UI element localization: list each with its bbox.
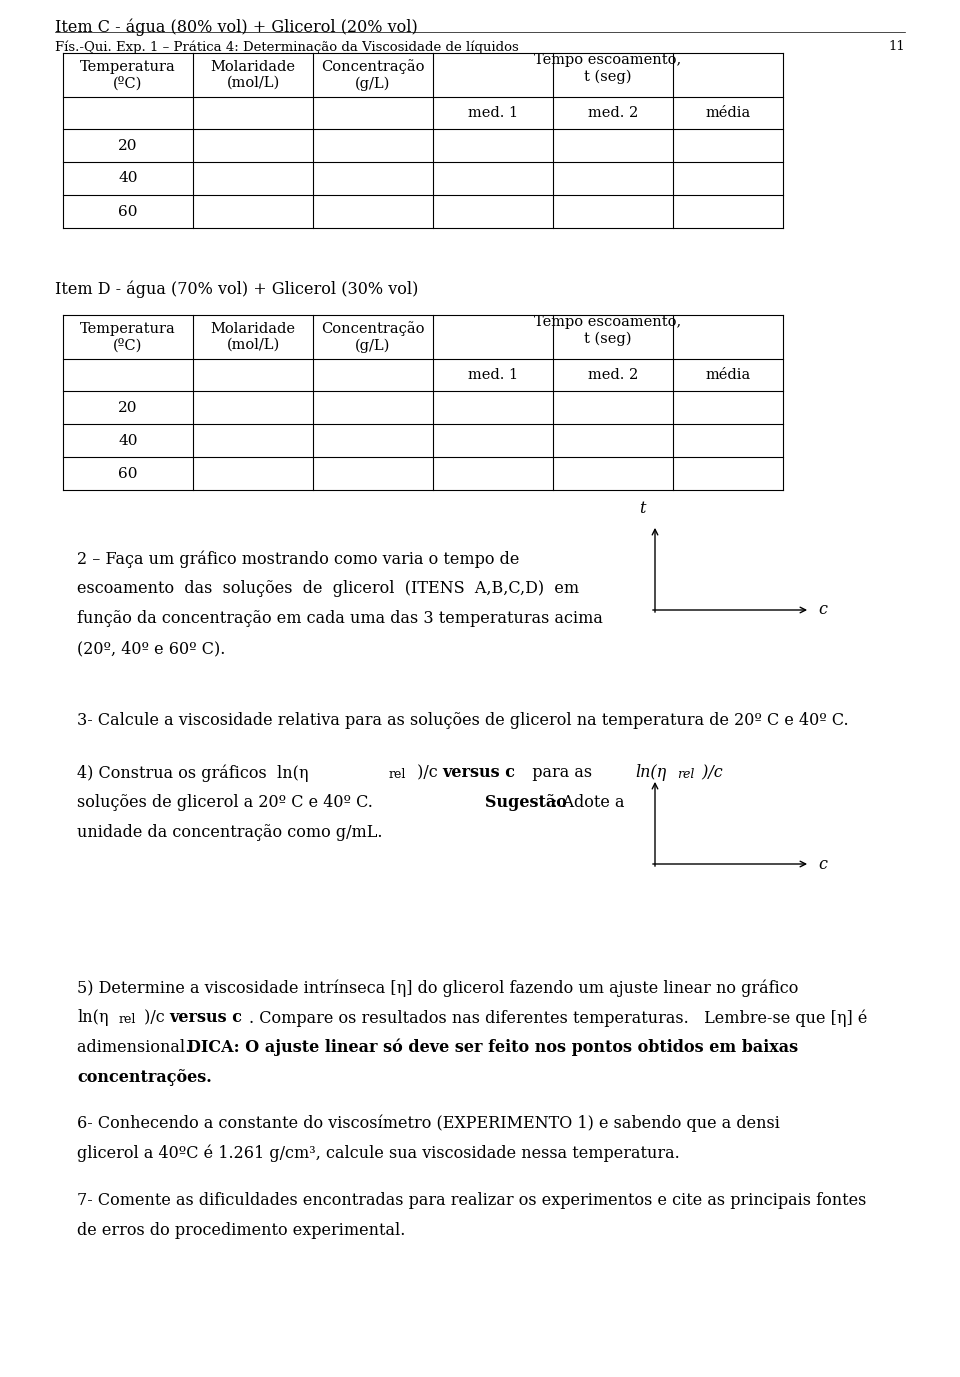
Text: Sugestão: Sugestão: [485, 795, 566, 811]
Text: 7- Comente as dificuldades encontradas para realizar os experimentos e cite as p: 7- Comente as dificuldades encontradas p…: [77, 1192, 866, 1209]
Text: c: c: [818, 602, 827, 618]
Text: função da concentração em cada uma das 3 temperaturas acima: função da concentração em cada uma das 3…: [77, 610, 603, 627]
Text: Concentração
(g/L): Concentração (g/L): [322, 59, 424, 91]
Text: 60: 60: [118, 467, 137, 481]
Text: Item C - água (80% vol) + Glicerol (20% vol): Item C - água (80% vol) + Glicerol (20% …: [55, 18, 418, 36]
Text: Concentração
(g/L): Concentração (g/L): [322, 321, 424, 353]
Text: med. 1: med. 1: [468, 368, 518, 381]
Text: 60: 60: [118, 205, 137, 219]
Text: unidade da concentração como g/mL.: unidade da concentração como g/mL.: [77, 823, 382, 841]
Text: 6- Conhecendo a constante do viscosímetro (EXPERIMENTO 1) e sabendo que a densi: 6- Conhecendo a constante do viscosímetr…: [77, 1114, 780, 1132]
Text: 2 – Faça um gráfico mostrando como varia o tempo de: 2 – Faça um gráfico mostrando como varia…: [77, 549, 519, 567]
Text: 3- Calcule a viscosidade relativa para as soluções de glicerol na temperatura de: 3- Calcule a viscosidade relativa para a…: [77, 712, 849, 728]
Text: med. 2: med. 2: [588, 106, 638, 120]
Text: média: média: [706, 106, 751, 120]
Text: glicerol a 40ºC é 1.261 g/cm³, calcule sua viscosidade nessa temperatura.: glicerol a 40ºC é 1.261 g/cm³, calcule s…: [77, 1144, 680, 1162]
Text: 20: 20: [118, 401, 137, 414]
Text: rel: rel: [119, 1013, 136, 1026]
Text: DICA: O ajuste linear só deve ser feito nos pontos obtidos em baixas: DICA: O ajuste linear só deve ser feito …: [187, 1040, 798, 1056]
Text: (20º, 40º e 60º C).: (20º, 40º e 60º C).: [77, 640, 226, 657]
Text: soluções de glicerol a 20º C e 40º C.: soluções de glicerol a 20º C e 40º C.: [77, 795, 383, 811]
Text: 11: 11: [888, 40, 905, 52]
Text: de erros do procedimento experimental.: de erros do procedimento experimental.: [77, 1221, 405, 1239]
Text: rel: rel: [677, 768, 694, 781]
Text: Fís.-Qui. Exp. 1 – Prática 4: Determinação da Viscosidade de líquidos: Fís.-Qui. Exp. 1 – Prática 4: Determinaç…: [55, 40, 518, 54]
Text: média: média: [706, 368, 751, 381]
Text: versus c: versus c: [442, 764, 515, 781]
Text: concentrações.: concentrações.: [77, 1069, 212, 1086]
Text: . Compare os resultados nas diferentes temperaturas.   Lembre-se que [η] é: . Compare os resultados nas diferentes t…: [249, 1009, 868, 1026]
Text: Temperatura
(ºC): Temperatura (ºC): [80, 59, 176, 91]
Text: adimensional.: adimensional.: [77, 1040, 211, 1056]
Text: med. 1: med. 1: [468, 106, 518, 120]
Text: Item D - água (70% vol) + Glicerol (30% vol): Item D - água (70% vol) + Glicerol (30% …: [55, 280, 419, 297]
Text: Molaridade
(mol/L): Molaridade (mol/L): [210, 322, 296, 353]
Text: 5) Determine a viscosidade intrínseca [η] do glicerol fazendo um ajuste linear n: 5) Determine a viscosidade intrínseca [η…: [77, 979, 799, 997]
Text: Temperatura
(ºC): Temperatura (ºC): [80, 322, 176, 353]
Text: escoamento  das  soluções  de  glicerol  (ITENS  A,B,C,D)  em: escoamento das soluções de glicerol (ITE…: [77, 580, 579, 598]
Text: 40: 40: [118, 434, 137, 448]
Text: ln(η: ln(η: [77, 1009, 108, 1026]
Text: Tempo escoamento,
t (seg): Tempo escoamento, t (seg): [535, 315, 682, 346]
Text: c: c: [818, 855, 827, 873]
Text: : Adote a: : Adote a: [552, 795, 625, 811]
Text: ln(η: ln(η: [635, 764, 666, 781]
Text: 4) Construa os gráficos  ln(η: 4) Construa os gráficos ln(η: [77, 764, 308, 782]
Text: t: t: [638, 500, 645, 516]
Text: rel: rel: [389, 768, 406, 781]
Text: )/c: )/c: [139, 1009, 170, 1026]
Text: )/c: )/c: [697, 764, 723, 781]
Text: )/c: )/c: [412, 764, 443, 781]
Text: para as: para as: [522, 764, 592, 781]
Text: 40: 40: [118, 172, 137, 186]
Text: Molaridade
(mol/L): Molaridade (mol/L): [210, 61, 296, 90]
Text: versus c: versus c: [169, 1009, 242, 1026]
Text: med. 2: med. 2: [588, 368, 638, 381]
Text: Tempo escoamento,
t (seg): Tempo escoamento, t (seg): [535, 54, 682, 84]
Text: 20: 20: [118, 139, 137, 153]
